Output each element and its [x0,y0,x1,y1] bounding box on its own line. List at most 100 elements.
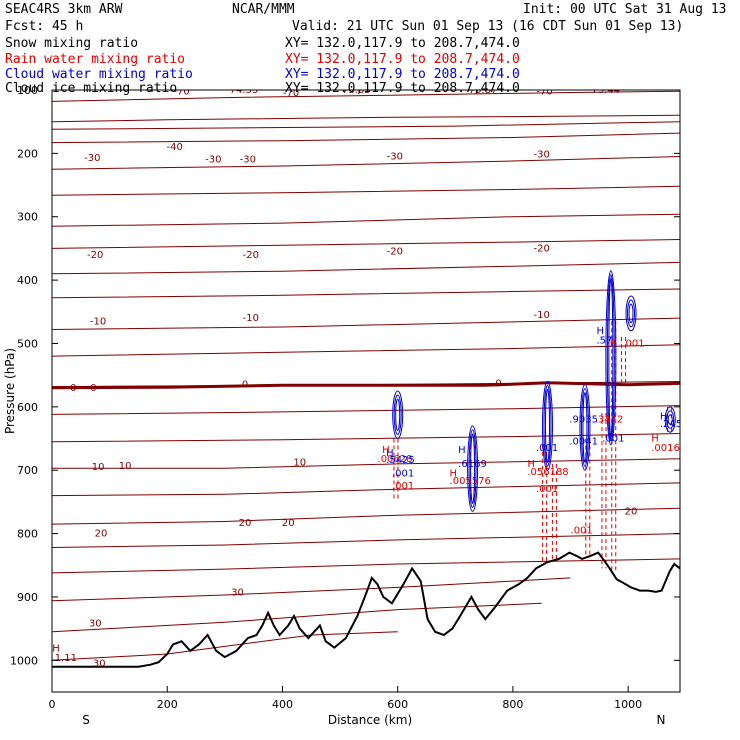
cell-value-label: .005576 [450,476,491,487]
temperature-contour-label: -20 [87,250,103,261]
cell-value-label: H [527,459,535,470]
y-tick-label: 1000 [10,654,38,667]
cell-value-label: .0041 [569,437,598,448]
cloud-water-cell-contour [393,394,402,436]
cell-value-label: H [596,326,604,337]
field-xy-cloud-water: XY= 132.0,117.9 to 208.7,474.0 [285,67,520,82]
temperature-contour-label: 0 [495,378,501,389]
temperature-contour-label: 10 [293,458,306,469]
axes: 0 200 400 600 800 100010020030040050060070080… [10,84,680,711]
cell-value-label: H [386,448,394,459]
temperature-contour-label: 30 [89,619,102,630]
field-name-rain: Rain water mixing ratio [5,52,185,67]
cloud-water-cell-contour [667,414,673,425]
cloud-water-cell-contour [470,433,476,504]
cell-value-label: .3472 [595,415,624,426]
temperature-contour-label: -30 [534,150,550,161]
temperature-contour-label: -20 [387,247,403,258]
temperature-contour-line [52,507,680,525]
temperature-contour-label: -20 [534,243,550,254]
temperature-contour-label: -30 [387,152,403,163]
temperature-contour-line [52,317,680,330]
temperature-contour-label: -30 [205,155,221,166]
x-end-label-north: N [657,713,666,727]
temperature-contour-label: -10 [243,313,259,324]
cloud-water-cell-contour [544,388,550,463]
rain-cell-contour [551,463,557,563]
field-name-cloud-ice: Cloud ice mixing ratio [5,81,177,96]
cloud-water-cell-contour [664,406,676,433]
rain-cell-contour [585,438,591,556]
cloud-water-cell-contour [395,398,401,432]
cloud-water-cell-contour [666,410,675,429]
temperature-contour-label: -30 [84,153,100,164]
temperature-contour-label: -40 [167,142,183,153]
fcst-label: Fcst: 45 h [5,19,83,34]
temperature-contour-line [52,577,571,602]
cloud-water-cell-contour [392,390,404,440]
temperature-contour-label: -30 [240,155,256,166]
y-tick-label: 500 [17,337,38,350]
terrain-line [52,551,680,668]
contour-labels: -70 -70 -70 -40 -30 -30 -30 -30 -30 -20 -20 -20 -20 -… [52,85,680,669]
cloud-water-cell-contour [468,429,477,508]
cloud-water-cell-contour [543,384,552,467]
cell-value-label: .00628 [378,454,413,465]
x-tick-label: 800 [502,698,523,711]
temperature-contour-line [52,90,680,102]
temperature-contour-line [52,482,680,497]
temperature-contour-line [52,533,680,548]
y-tick-label: 100 [17,84,38,97]
x-tick-label: 0 [49,698,56,711]
org-label: NCAR/MMM [232,2,295,17]
cloud-water-cell-contour [605,270,617,446]
temperature-contour-label: 20 [282,518,295,529]
temperature-contour-line [52,156,680,170]
cell-value-label: .001 [392,468,414,479]
x-axis-label: Distance (km) [328,713,412,727]
cloud-water-cell-contour [579,384,591,471]
cloud-water-cell-contour [541,380,553,471]
extremum-label: -73.44 [588,85,620,96]
temperature-contour-label: -10 [90,316,106,327]
extremum-label: -73.87 [465,85,497,96]
cloud-water-cell-contour [582,392,588,463]
rain-cell-contour [611,321,617,572]
cell-value-label: H [382,445,390,456]
temperature-contour-line [52,602,542,633]
temperature-contour-line [52,185,680,196]
cloud-water-cell-contour [625,295,637,332]
cloud-water-cell-contour [628,303,634,324]
cell-value-label: .57 [596,335,612,346]
rain-cell-contour [542,444,548,563]
cell-value-label: .9035 [569,415,598,426]
temperature-contour-label: 0 [90,383,96,394]
y-tick-label: 300 [17,211,38,224]
y-tick-label: 400 [17,274,38,287]
cell-value-label: .001 [571,525,593,536]
cloud-water-cell-contour [606,274,615,442]
field-xy-cloud-ice: XY= 132.0,117.9 to 208.7,474.0 [285,81,520,96]
temperature-contour-line [52,114,680,123]
temperature-contour-line [52,631,398,661]
rain-cell-contour [393,438,399,499]
x-tick-label: 200 [157,698,178,711]
cloud-water-cell-contour [627,299,636,328]
temperature-contour-label: 0 [70,383,76,394]
y-tick-label: 600 [17,401,38,414]
temperature-contour-label: 10 [92,462,105,473]
temperature-contour-line [52,405,680,415]
x-tick-label: 1000 [614,698,642,711]
temperature-contour-label: 20 [239,518,252,529]
y-tick-label: 700 [17,464,38,477]
temperature-contour-line [52,132,680,144]
temperature-contour-line [52,558,680,574]
cell-value-label: B [610,338,617,349]
temperature-contour-label: 20 [625,506,638,517]
field-name-snow: Snow mixing ratio [5,36,138,51]
cell-value-label: .6169 [458,459,487,470]
cell-value-label: .5425 [386,455,415,466]
temperature-contour-label: 30 [93,658,106,669]
y-tick-label: 900 [17,591,38,604]
